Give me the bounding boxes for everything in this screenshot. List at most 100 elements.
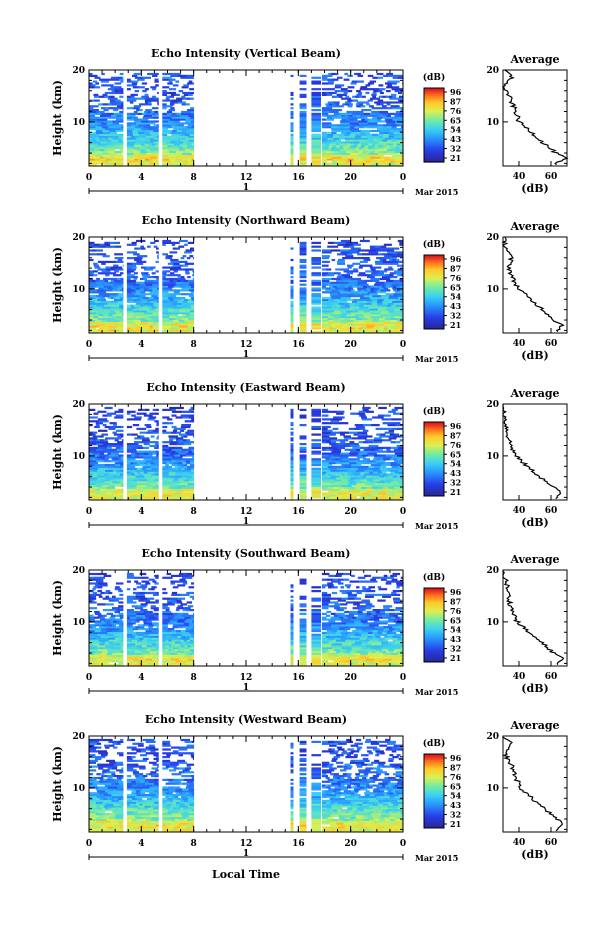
colorbar-cell (424, 255, 444, 258)
colorbar-cell (424, 798, 444, 801)
colorbar-cell (424, 477, 444, 480)
colorbar-cell (424, 422, 444, 425)
x-axis-label: Local Time (212, 868, 280, 881)
colorbar-cell (424, 158, 444, 161)
panel-title: Echo Intensity (Southward Beam) (142, 547, 351, 560)
colorbar-cell (424, 623, 444, 626)
date-label: Mar 2015 (415, 687, 458, 697)
colorbar-cell (424, 763, 444, 766)
x-tick-label: 8 (191, 173, 197, 183)
colorbar-tick-label: 43 (450, 800, 462, 810)
profile-frame (502, 69, 568, 167)
colorbar-cell (424, 152, 444, 156)
colorbar-tick-label: 76 (450, 440, 462, 450)
colorbar-cell (424, 770, 444, 773)
colorbar-cell (424, 641, 444, 644)
profile-y-tick-label: 20 (486, 566, 499, 576)
profile-line (502, 69, 569, 166)
colorbar-cell (424, 486, 444, 490)
colorbar-cell (424, 754, 444, 757)
colorbar-tick-label: 32 (450, 644, 461, 654)
colorbar-cell (424, 433, 444, 436)
colorbar-cell (424, 650, 444, 654)
date-label: Mar 2015 (415, 354, 458, 364)
x-tick-label: 20 (344, 673, 357, 683)
colorbar-cell (424, 147, 444, 150)
colorbar-cell (424, 822, 444, 825)
colorbar-tick-label: 87 (450, 96, 461, 106)
colorbar-cell (424, 455, 444, 458)
colorbar-cell (424, 811, 444, 814)
x-tick-label: 12 (240, 340, 253, 350)
colorbar-cell (424, 757, 444, 761)
colorbar-frame (423, 753, 445, 829)
x-tick-label: 0 (400, 839, 406, 849)
colorbar-cell (424, 492, 444, 495)
colorbar-cell (424, 601, 444, 604)
colorbar-cell (424, 593, 444, 596)
x-tick-label: 8 (191, 839, 197, 849)
y-axis-label: Height (km) (51, 80, 64, 156)
colorbar-unit: (dB) (423, 406, 445, 417)
colorbar-cell (424, 619, 444, 622)
colorbar-cell (424, 612, 444, 615)
colorbar-tick-label: 76 (450, 606, 462, 616)
colorbar-cell (424, 761, 444, 764)
profile-x-tick-label: 60 (545, 838, 558, 848)
colorbar-cell (424, 807, 444, 810)
colorbar-cell (424, 654, 444, 657)
x-tick-label: 0 (400, 173, 406, 183)
colorbar-cell (424, 275, 444, 278)
colorbar-cell (424, 636, 444, 639)
profile-x-tick-label: 60 (545, 339, 558, 349)
panel-title: Echo Intensity (Vertical Beam) (151, 47, 341, 60)
profile-title: Average (509, 220, 559, 233)
colorbar-cell (424, 312, 444, 315)
colorbar-cell (424, 630, 444, 633)
colorbar-cell (424, 802, 444, 805)
colorbar-unit: (dB) (423, 572, 445, 583)
colorbar-cell (424, 136, 444, 139)
colorbar-tick-label: 21 (450, 819, 461, 829)
colorbar-cell (424, 778, 444, 781)
colorbar-cell (424, 423, 444, 427)
colorbar-cell (424, 284, 444, 287)
x-tick-label: 0 (86, 673, 92, 683)
colorbar-cell (424, 325, 444, 328)
x-tick-label: 20 (344, 173, 357, 183)
date-label: Mar 2015 (415, 187, 458, 197)
profile-frame (502, 735, 568, 833)
y-tick-label: 10 (72, 118, 85, 128)
colorbar-cell (424, 126, 444, 130)
x-tick-label: 16 (292, 173, 305, 183)
y-tick-label: 10 (72, 784, 85, 794)
profile-y-tick-label: 10 (486, 784, 499, 794)
colorbar-cell (424, 323, 444, 326)
colorbar-tick-label: 21 (450, 320, 461, 330)
colorbar-cell (424, 588, 444, 591)
x-tick-label: 12 (240, 839, 253, 849)
profile-y-tick-label: 10 (486, 618, 499, 628)
colorbar-cell (424, 130, 444, 133)
colorbar-cell (424, 794, 444, 798)
colorbar-cell (424, 150, 444, 154)
x-tick-label: 16 (292, 507, 305, 517)
colorbar-cell (424, 755, 444, 759)
y-axis-label: Height (km) (51, 414, 64, 490)
colorbar-tick-label: 43 (450, 468, 462, 478)
colorbar-cell (424, 643, 444, 646)
colorbar-tick-label: 32 (450, 311, 461, 321)
colorbar-frame (423, 421, 445, 497)
profile-panel: Average 20 10 40 60(dB) (486, 719, 568, 861)
colorbar-cell (424, 779, 444, 783)
y-tick-label: 10 (72, 618, 85, 628)
colorbar-cell (424, 628, 444, 632)
colorbar-tick-label: 76 (450, 106, 462, 116)
colorbar-tick-label: 96 (450, 254, 462, 264)
y-tick-label: 20 (72, 66, 85, 76)
colorbar-cell (424, 610, 444, 613)
colorbar-tick-label: 87 (450, 263, 461, 273)
x-tick-label: 12 (240, 507, 253, 517)
